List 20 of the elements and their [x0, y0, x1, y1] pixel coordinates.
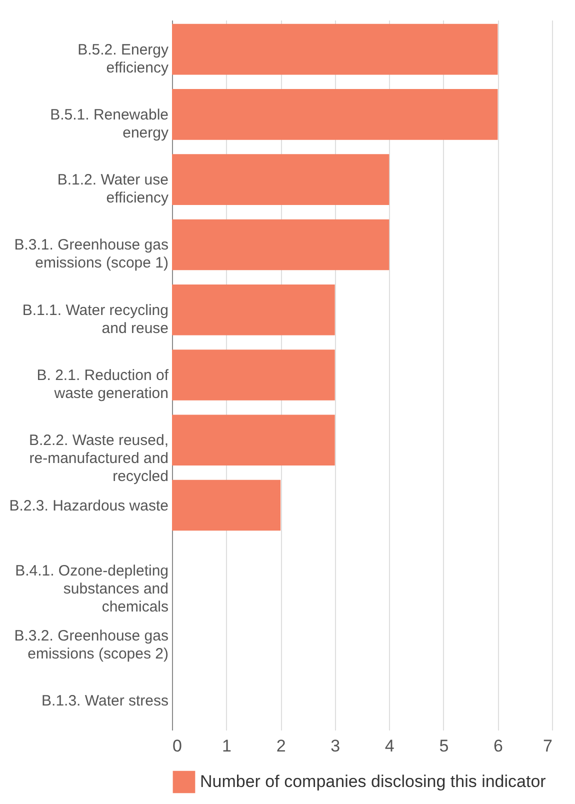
- y-tick-label: B.4.1. Ozone-depleting substances and chemicals: [15, 562, 168, 616]
- x-tick-label: 1: [222, 736, 232, 756]
- y-tick-label: B.3.2. Greenhouse gas emissions (scopes 2): [14, 628, 168, 663]
- x-tick-label: 0: [172, 736, 182, 756]
- y-tick-label: B.1.3. Water stress: [42, 692, 168, 710]
- x-tick-label: 2: [276, 736, 286, 756]
- x-tick-label: 3: [330, 736, 340, 756]
- x-tick-label: 6: [493, 736, 503, 756]
- x-tick-label: 5: [439, 736, 449, 756]
- legend-label: Number of companies disclosing this indicator: [200, 772, 546, 791]
- y-tick-label: B.2.2. Waste reused, re-manufactured and recycled: [28, 432, 168, 486]
- x-tick-label: 7: [543, 736, 552, 756]
- y-tick-label: B.1.1. Water recycling and reuse: [22, 302, 168, 337]
- x-tick-label: 4: [384, 736, 394, 756]
- y-tick-label: B.2.3. Hazardous waste: [9, 497, 168, 514]
- y-tick-label: B.1.2. Water use efficiency: [57, 172, 169, 207]
- y-tick-label: B.5.2. Energy efficiency: [78, 41, 169, 76]
- y-tick-label: B.3.1. Greenhouse gas emissions (scope 1): [14, 236, 168, 272]
- y-tick-label: B. 2.1. Reduction of waste generation: [36, 367, 170, 402]
- y-tick-label: B.5.1. Renewable energy: [50, 106, 169, 142]
